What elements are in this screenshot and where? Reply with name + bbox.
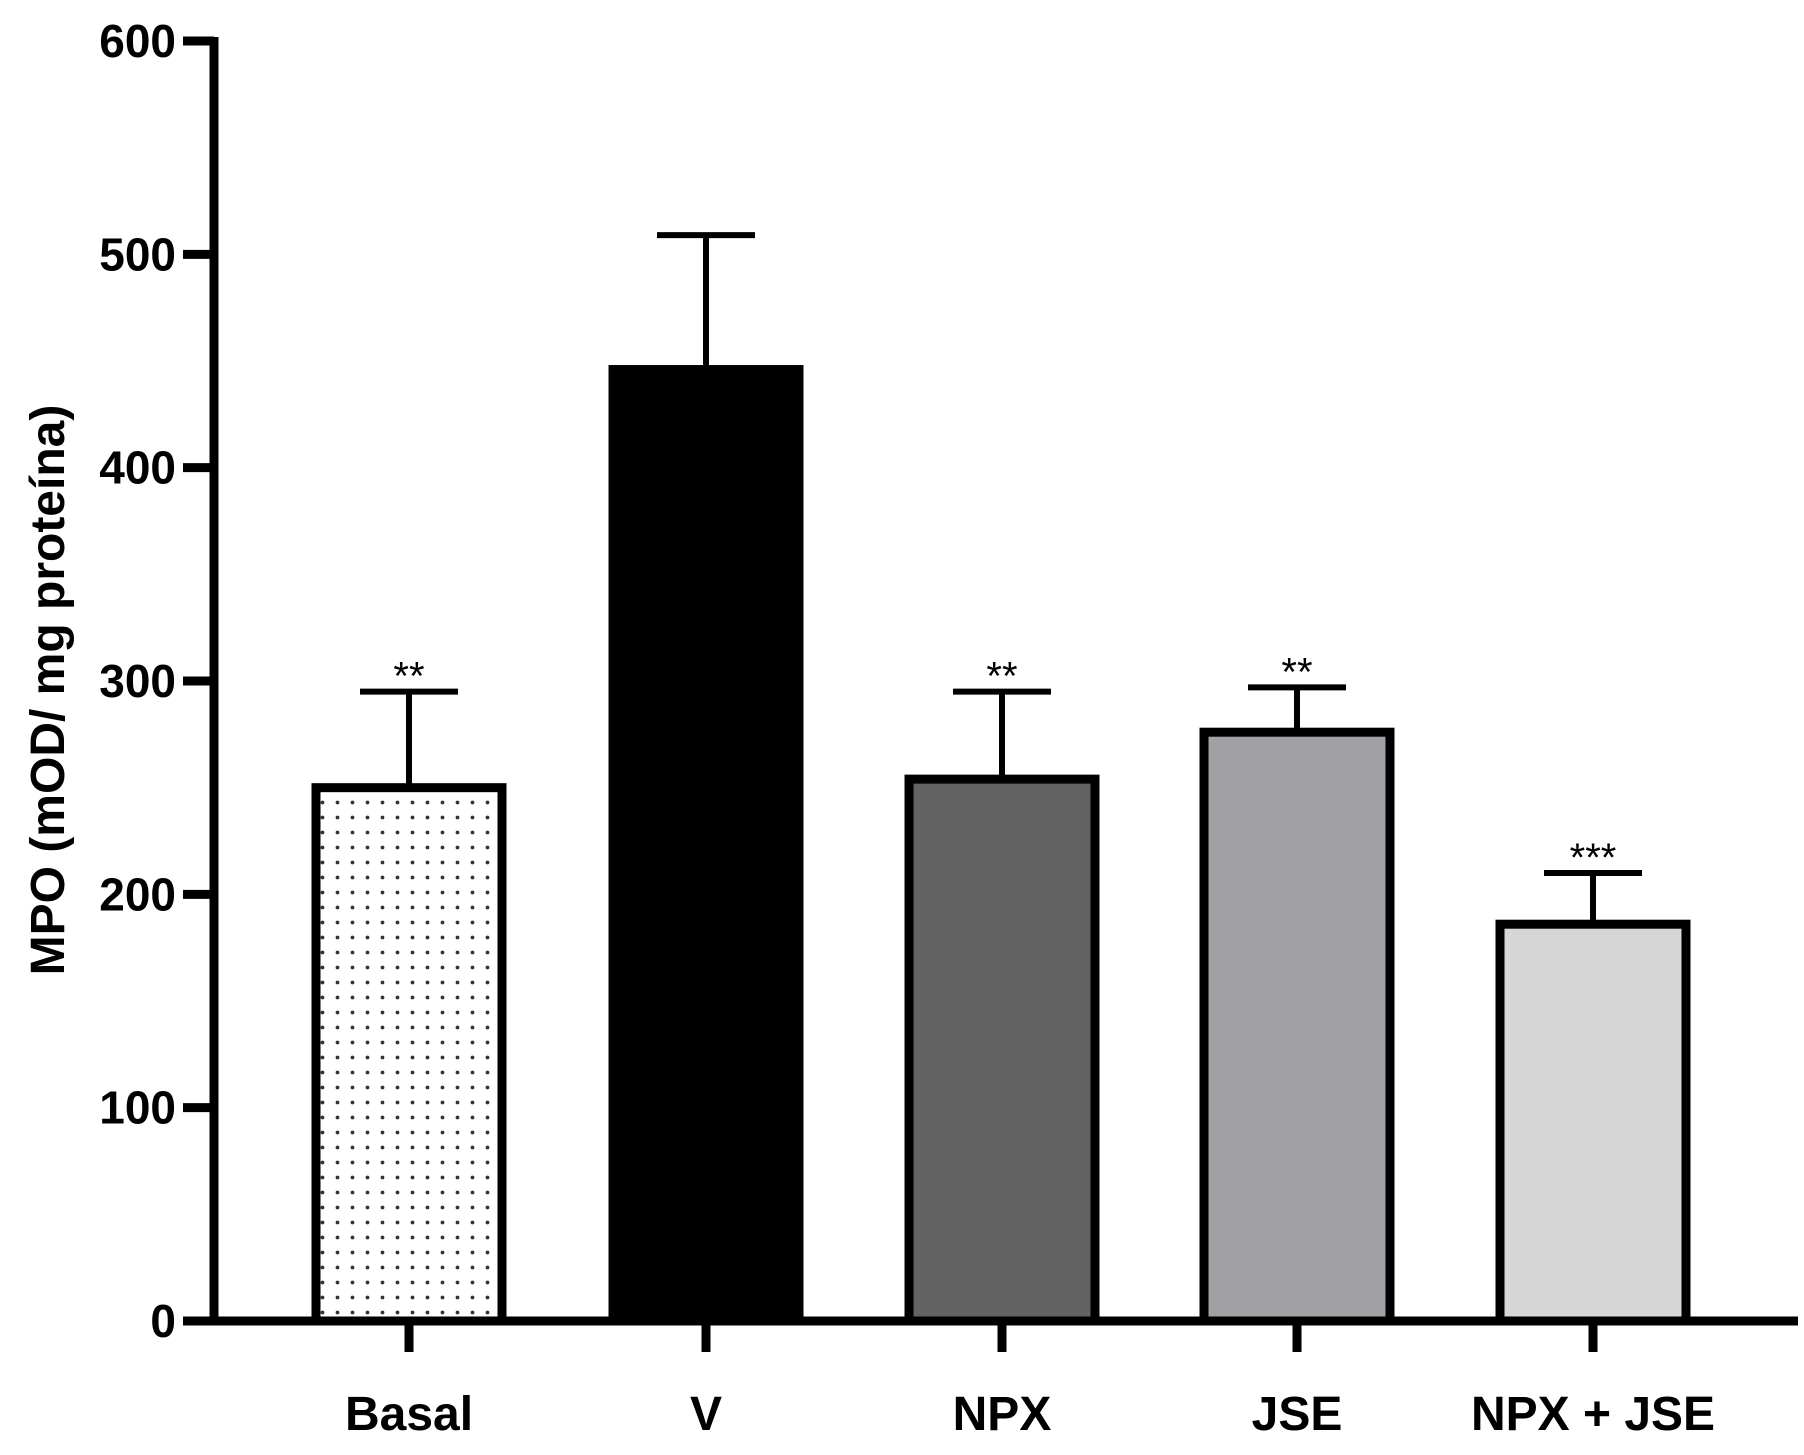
y-tick-label: 500 <box>99 228 176 280</box>
significance-label: *** <box>1570 836 1617 880</box>
bar-basal <box>311 783 507 1326</box>
bar-jse <box>1199 727 1395 1326</box>
y-tick-label: 300 <box>99 655 176 707</box>
significance-label: ** <box>393 655 424 699</box>
significance-label: ** <box>986 655 1017 699</box>
category-label: JSE <box>1252 1388 1343 1441</box>
y-tick-label: 600 <box>99 15 176 67</box>
category-label: Basal <box>345 1388 473 1441</box>
category-label: NPX <box>953 1388 1052 1441</box>
y-tick-label: 200 <box>99 868 176 920</box>
bar-npx-jse <box>1495 919 1691 1326</box>
bar-npx <box>904 774 1100 1326</box>
category-label: NPX + JSE <box>1471 1388 1715 1441</box>
y-axis-title: MPO (mOD/ mg proteína) <box>22 405 75 976</box>
y-tick-label: 100 <box>99 1082 176 1134</box>
y-tick-label: 0 <box>150 1295 176 1347</box>
significance-label: ** <box>1281 650 1312 694</box>
y-tick-label: 400 <box>99 442 176 494</box>
bar-v <box>608 365 804 1326</box>
category-label: V <box>690 1388 722 1441</box>
